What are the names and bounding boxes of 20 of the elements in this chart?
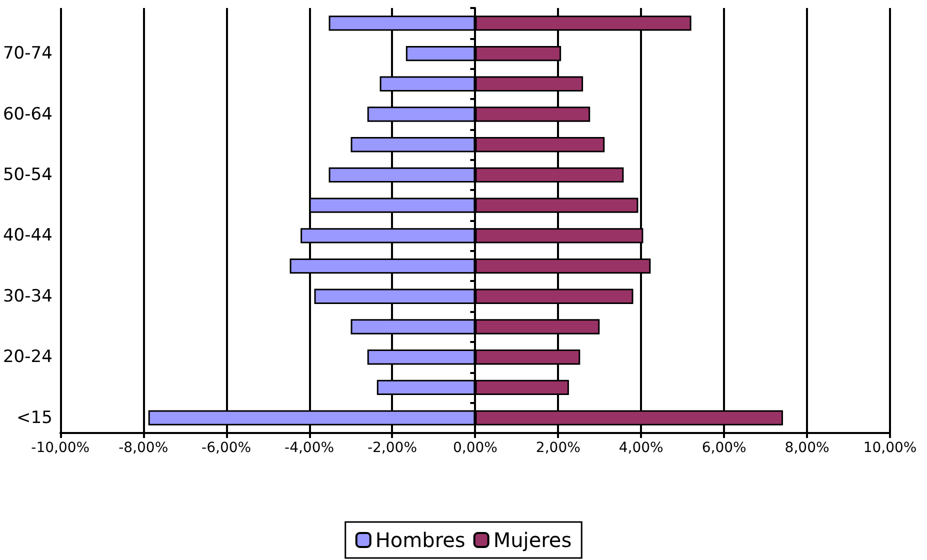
y-tick-label: 50-54 (2, 164, 52, 185)
x-tick-label: -2,00% (367, 440, 418, 456)
x-tick-label: 2,00% (536, 440, 580, 456)
x-tick-label: -10,00% (31, 440, 90, 456)
y-tick-label: <15 (16, 408, 52, 428)
x-tick-label: 6,00% (702, 440, 746, 456)
legend-label: Hombres (375, 528, 466, 552)
y-tick-label: 70-74 (2, 44, 52, 64)
x-tick-label: -4,00% (284, 440, 334, 456)
y-tick-label: 30-34 (2, 286, 52, 306)
x-tick-label: 0,00% (452, 440, 498, 456)
x-tick-label: 4,00% (618, 440, 664, 456)
legend-label: Mujeres (493, 528, 572, 552)
x-tick-label: 8,00% (784, 440, 830, 456)
y-tick-label: 40-44 (2, 226, 52, 246)
y-tick-label: 20-24 (2, 347, 52, 368)
x-tick-label: -8,00% (118, 440, 168, 456)
x-tick-label: 10,00% (863, 440, 917, 456)
y-tick-label: 60-64 (2, 104, 52, 124)
x-tick-label: -6,00% (202, 440, 252, 456)
